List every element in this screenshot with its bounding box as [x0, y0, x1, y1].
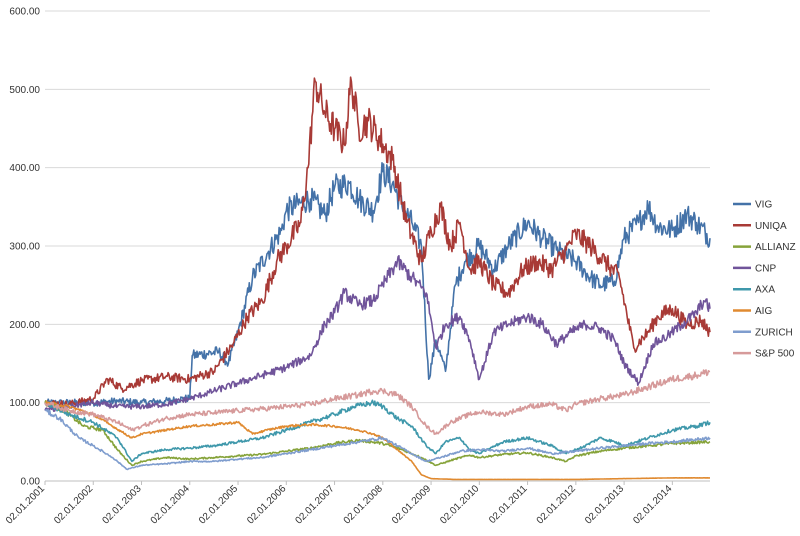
- y-axis-ticks: 0.00 100.00 200.00 300.00 400.00 500.00 600.00: [9, 7, 40, 488]
- legend-label: AXA: [755, 285, 775, 296]
- x-tick-label: 02.01.2001: [4, 483, 47, 526]
- y-tick-label: 400.00: [9, 163, 40, 174]
- x-tick-label: 02.01.2011: [487, 483, 530, 526]
- legend-label: AIG: [755, 306, 772, 317]
- x-tick-label: 02.01.2005: [197, 483, 240, 526]
- series-lines: [44, 76, 711, 481]
- x-tick-label: 02.01.2014: [631, 483, 674, 526]
- x-tick-label: 02.01.2004: [149, 483, 192, 526]
- x-tick-label: 02.01.2002: [52, 483, 95, 526]
- legend-label: UNIQA: [755, 221, 787, 232]
- legend-label: VIG: [755, 200, 772, 211]
- x-axis-ticks: 02.01.2001 02.01.2002 02.01.2003 02.01.2004…: [4, 481, 675, 527]
- legend: VIG UNIQA ALLIANZ CNP AXA AIG ZURICH S&P 500: [733, 200, 796, 360]
- y-tick-label: 200.00: [9, 320, 40, 331]
- y-tick-label: 600.00: [9, 7, 40, 18]
- series-line-uniqa: [44, 76, 711, 408]
- series-line-aig: [44, 400, 710, 481]
- y-tick-label: 0.00: [21, 477, 41, 488]
- x-tick-label: 02.01.2006: [245, 483, 288, 526]
- legend-label: ALLIANZ: [755, 242, 796, 253]
- x-tick-label: 02.01.2003: [100, 483, 143, 526]
- series-line-axa: [44, 399, 711, 463]
- legend-label: CNP: [755, 263, 776, 274]
- series-line-allianz: [44, 400, 711, 467]
- y-tick-label: 100.00: [9, 398, 40, 409]
- gridlines: [45, 10, 710, 482]
- x-tick-label: 02.01.2012: [535, 483, 578, 526]
- y-tick-label: 500.00: [9, 85, 40, 96]
- x-tick-label: 02.01.2008: [342, 483, 385, 526]
- series-line-vig: [44, 162, 711, 407]
- x-tick-label: 02.01.2009: [390, 483, 433, 526]
- x-tick-label: 02.01.2013: [583, 483, 626, 526]
- x-tick-label: 02.01.2010: [438, 483, 481, 526]
- legend-label: ZURICH: [755, 327, 793, 338]
- x-tick-label: 02.01.2007: [293, 483, 336, 526]
- series-line-s-p-500: [44, 369, 711, 435]
- y-tick-label: 300.00: [9, 242, 40, 253]
- series-line-cnp: [44, 255, 711, 413]
- legend-label: S&P 500: [755, 349, 795, 360]
- series-line-zurich: [44, 409, 711, 471]
